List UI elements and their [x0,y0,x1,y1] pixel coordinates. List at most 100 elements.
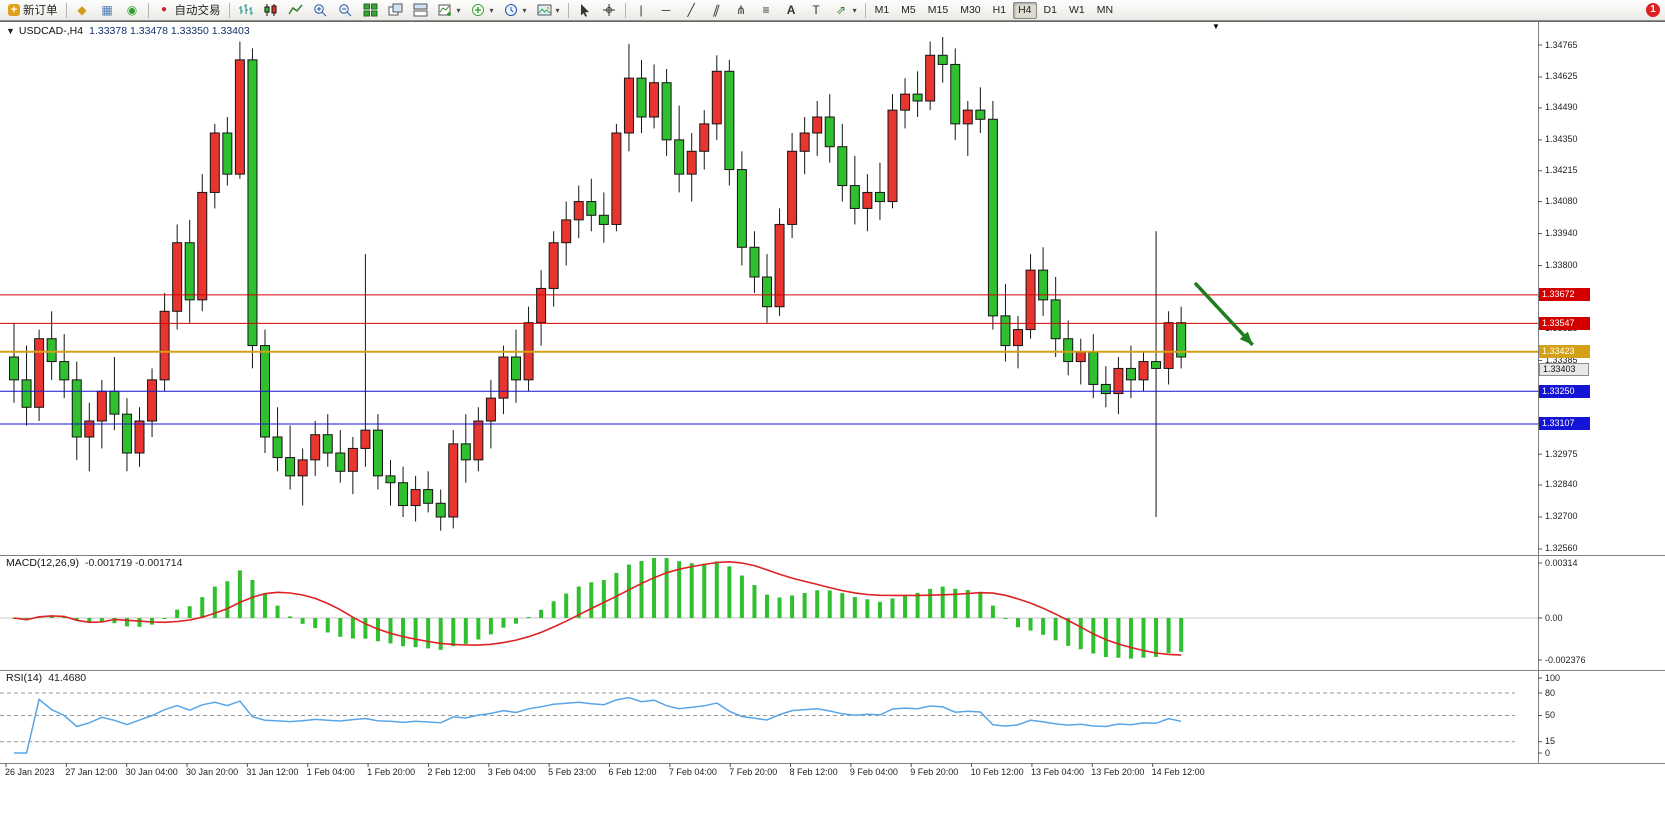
candlestick-mode-button[interactable] [258,1,283,19]
cursor-arrow-icon [577,3,592,17]
price-flag-1.33672: 1.33672 [1539,288,1590,302]
price-flag-1.33547: 1.33547 [1539,316,1590,330]
auto-trading-button[interactable]: ● 自动交易 [152,1,226,19]
pitchfork-tool[interactable]: ⋔ [729,1,754,19]
trendline-tool[interactable]: ╱ [679,1,704,19]
macd-signal-line [13,560,1182,656]
navigator-button[interactable]: ◉ [120,1,145,19]
data-window-icon: ▦ [101,3,113,17]
arrange-windows-button[interactable] [408,1,433,19]
current-price-flag: 1.33403 [1539,363,1589,377]
toolbar-separator [147,2,149,18]
timeframe-m30[interactable]: M30 [955,2,985,19]
channel-tool[interactable]: ∥ [704,1,729,19]
templates-dropdown[interactable]: ▾ [532,1,565,19]
fibonacci-tool[interactable]: ≡ [754,1,779,19]
price-axis-tick: 1.34490 [1545,102,1578,113]
periods-dropdown[interactable]: ▾ [499,1,532,19]
text-tool[interactable]: A [779,1,804,19]
channel-icon: ∥ [710,3,722,17]
new-chart-icon [438,3,453,17]
price-shift-marker[interactable]: ▼ [1212,22,1220,31]
label-tool-icon: T [812,3,820,17]
ohlc-bars-icon [238,3,253,17]
cursor-tool-button[interactable] [572,1,597,19]
arrow-object-icon: ⇗ [836,3,847,17]
price-axis-tick: 1.33800 [1545,260,1578,271]
zoom-out-icon [338,3,353,17]
time-axis-label: 8 Feb 12:00 [789,767,838,777]
one-click-trading-toggle[interactable]: ▼ [6,26,15,36]
line-chart-mode-button[interactable] [283,1,308,19]
new-order-button[interactable]: + 新订单 [3,1,63,19]
price-axis-tick: 1.32975 [1545,448,1578,459]
time-axis-label: 30 Jan 04:00 [125,767,178,777]
ohlc-values: 1.33378 1.33478 1.33350 1.33403 [89,25,250,37]
time-axis-label: 9 Feb 20:00 [910,767,959,777]
symbol-period-label: USDCAD-,H4 [18,25,84,37]
horizontal-line-tool[interactable]: ─ [654,1,679,19]
market-watch-button[interactable]: ◆ [70,1,95,19]
timeframe-mn[interactable]: MN [1092,2,1118,19]
time-axis-label: 31 Jan 12:00 [246,767,299,777]
chevron-down-icon: ▾ [555,5,560,15]
chevron-down-icon: ▾ [456,5,461,15]
zoom-in-icon [313,3,328,17]
data-window-button[interactable]: ▦ [95,1,120,19]
toolbar-separator [228,2,230,18]
crosshair-tool-button[interactable] [597,1,622,19]
vertical-line-tool[interactable]: | [629,1,654,19]
macd-name: MACD(12,26,9) [6,557,79,569]
chevron-down-icon: ▾ [489,5,494,15]
timeframe-m15[interactable]: M15 [923,2,953,19]
time-axis-label: 14 Feb 12:00 [1151,767,1205,777]
macd-pane-label: MACD(12,26,9) -0.001719 -0.001714 [6,557,182,569]
time-axis-label: 7 Feb 20:00 [729,767,778,777]
time-axis-label: 30 Jan 20:00 [186,767,239,777]
arrows-tool-dropdown[interactable]: ⇗ ▾ [829,1,862,19]
indicators-icon [471,3,486,17]
time-axis-label: 5 Feb 23:00 [548,767,597,777]
time-axis-label: 2 Feb 12:00 [427,767,476,777]
timeframe-h1[interactable]: H1 [988,2,1011,19]
timeframe-d1[interactable]: D1 [1039,2,1062,19]
price-axis-tick: 1.32560 [1545,543,1578,554]
time-axis-label: 9 Feb 04:00 [849,767,898,777]
line-chart-icon [287,3,303,17]
price-axis-tick: 1.32700 [1545,511,1578,522]
toolbar-separator [567,2,569,18]
arrange-windows-icon [413,3,428,17]
auto-trading-label: 自动交易 [174,5,221,17]
arrow-annotation[interactable] [1193,281,1254,347]
price-axis-tick: 1.34215 [1545,165,1578,176]
indicators-dropdown[interactable]: ▾ [466,1,499,19]
macd-values: -0.001719 -0.001714 [84,557,183,569]
toolbar-separator [624,2,626,18]
text-tool-icon: A [786,3,796,17]
rsi-value: 41.4680 [48,672,87,684]
notification-badge[interactable]: 1 [1646,3,1660,17]
bar-chart-mode-button[interactable] [233,1,258,19]
new-chart-dropdown[interactable]: ▾ [433,1,466,19]
time-axis-label: 3 Feb 04:00 [487,767,536,777]
chevron-down-icon: ▾ [522,5,527,15]
timeframe-m5[interactable]: M5 [896,2,921,19]
templates-icon [537,3,552,17]
price-axis-tick: 1.33940 [1545,228,1578,239]
zoom-out-button[interactable] [333,1,358,19]
cascade-windows-button[interactable] [383,1,408,19]
new-order-icon: + [8,4,20,16]
time-axis-label: 1 Feb 20:00 [367,767,416,777]
price-flag-1.33250: 1.33250 [1539,384,1590,398]
timeframe-h4[interactable]: H4 [1013,1,1037,19]
timeframe-m1[interactable]: M1 [870,2,895,19]
timeframe-group: M1 M5 M15 M30 H1 H4 D1 W1 MN [869,1,1119,19]
label-tool[interactable]: T [804,1,829,19]
toolbar-separator [65,2,67,18]
rsi-axis-tick: 80 [1545,687,1556,698]
tile-windows-button[interactable] [358,1,383,19]
timeframe-w1[interactable]: W1 [1064,2,1090,19]
zoom-in-button[interactable] [308,1,333,19]
macd-axis-tick: 0.00314 [1545,557,1578,568]
